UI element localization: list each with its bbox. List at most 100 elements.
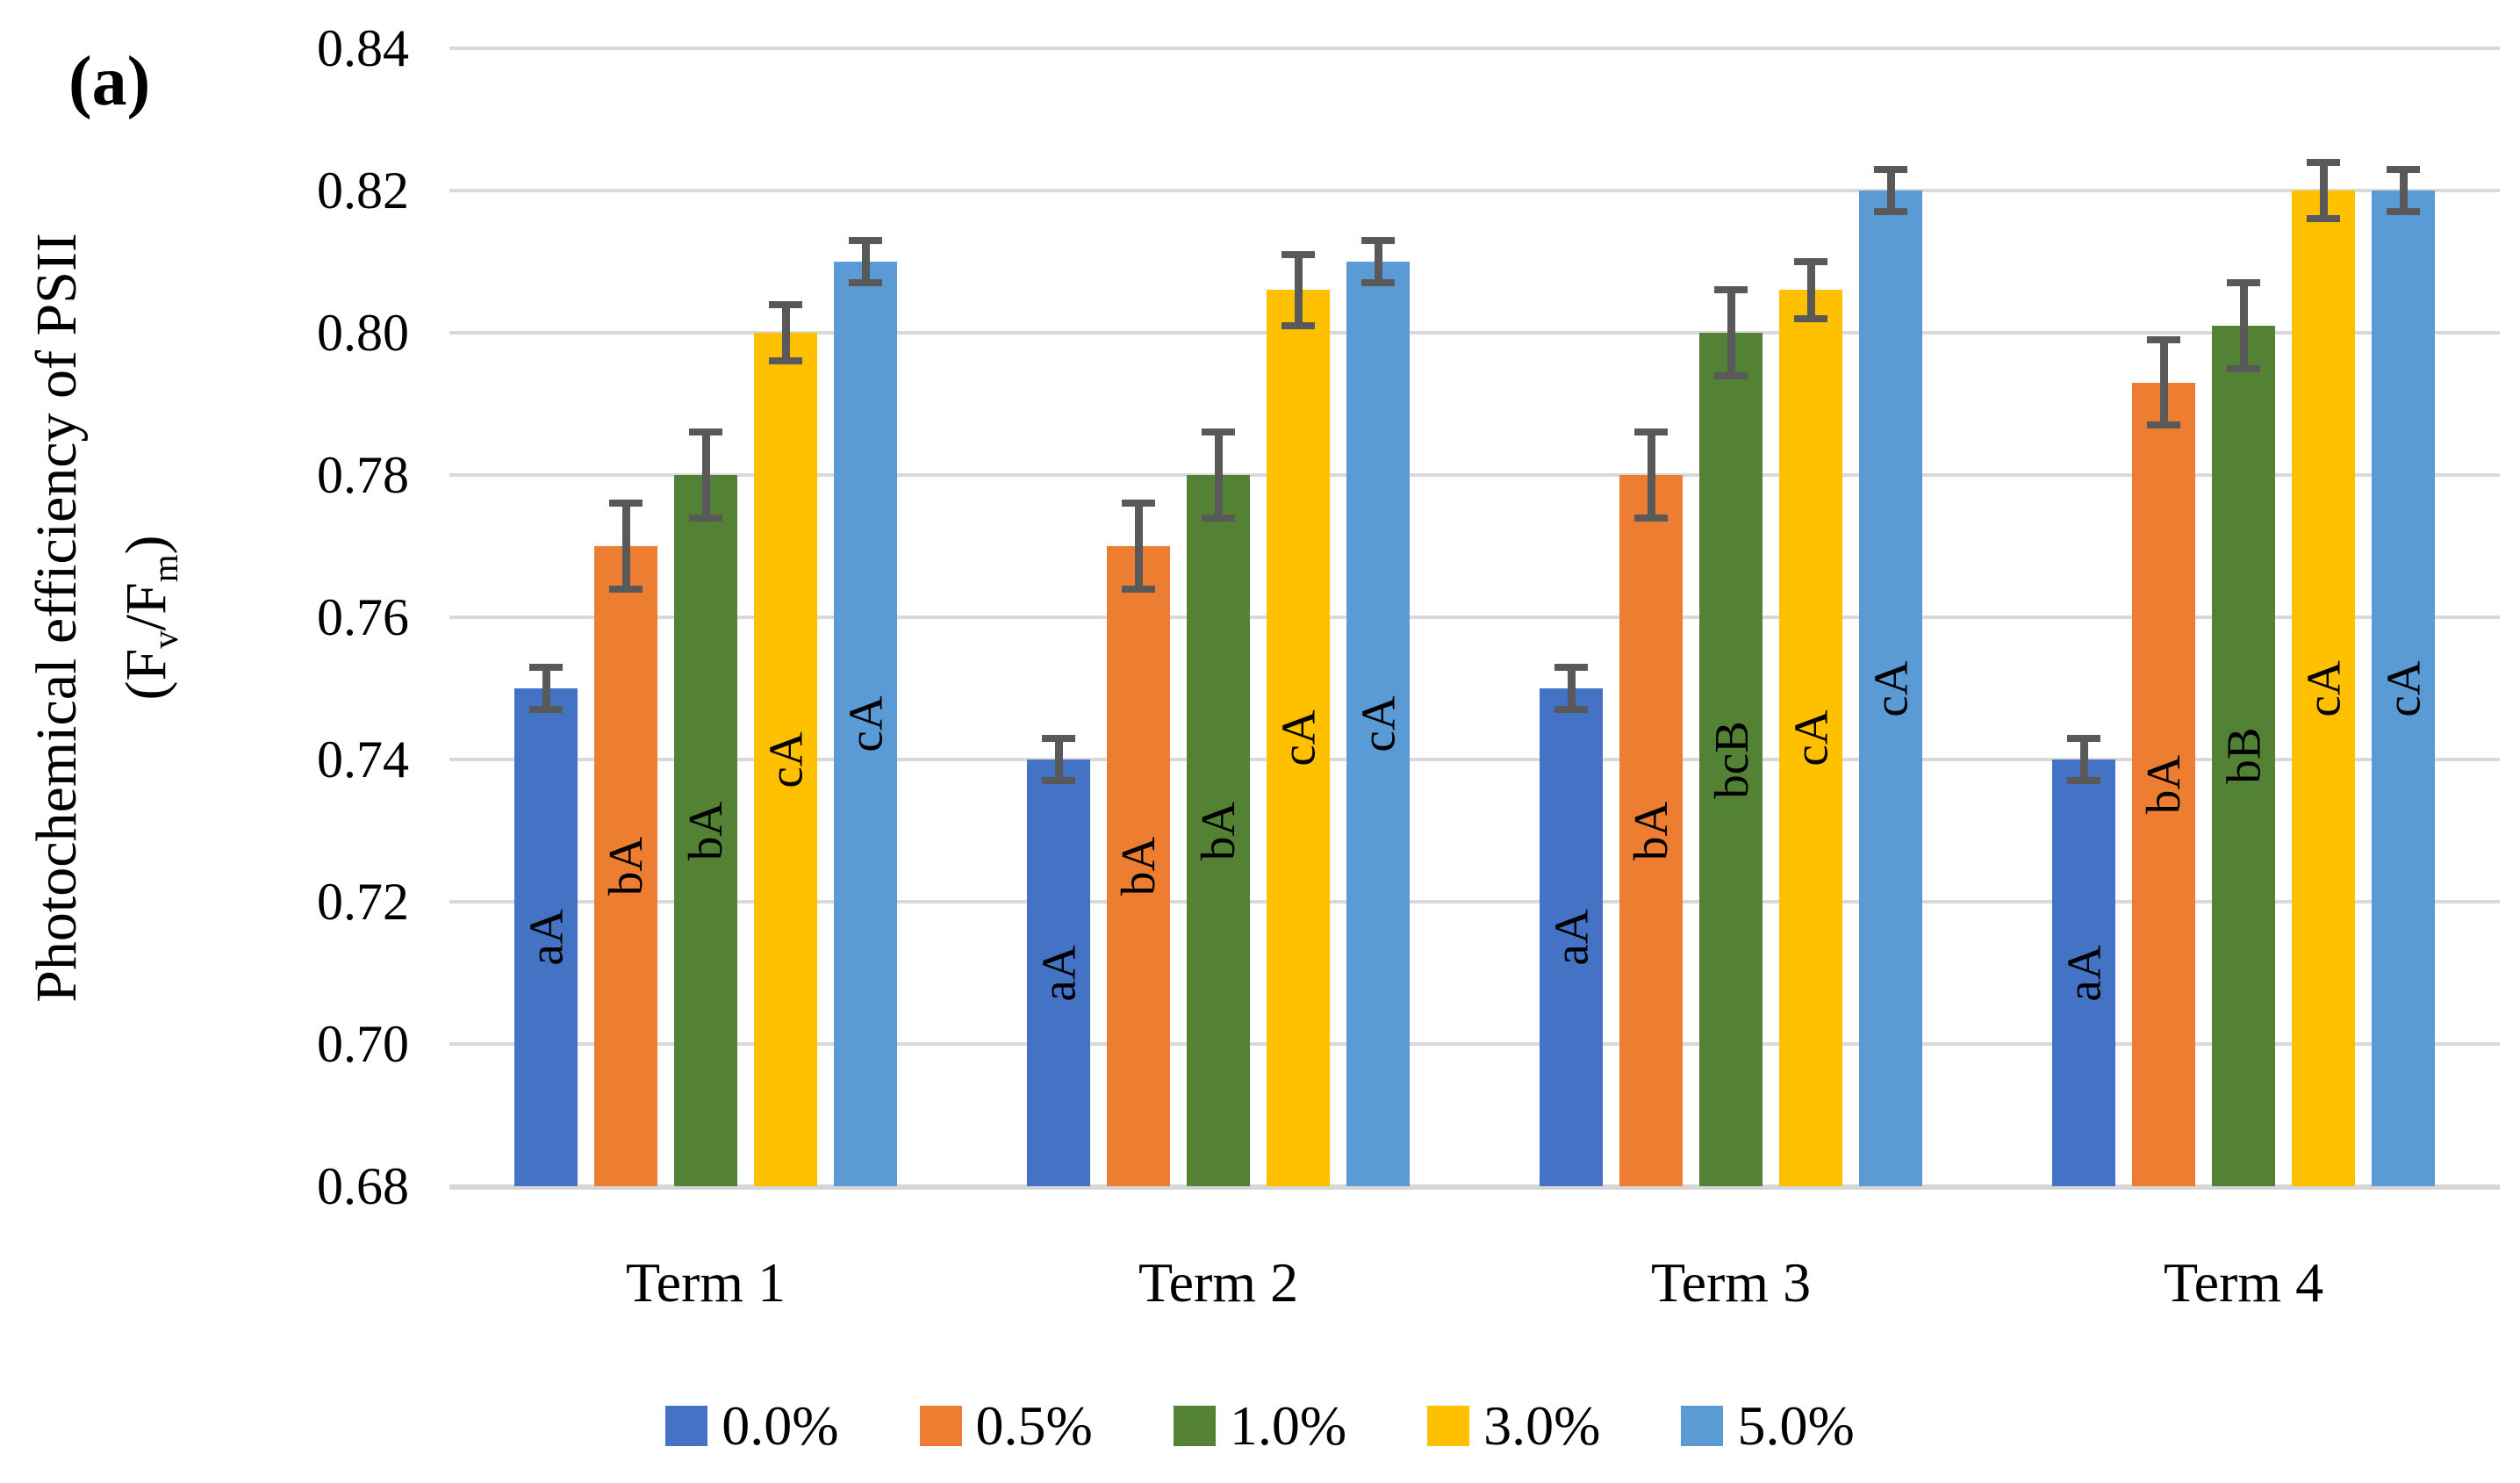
error-bar-cap-top xyxy=(1874,165,1907,173)
error-bar-cap-bottom xyxy=(1714,371,1748,379)
bar-5.0%-term-3 xyxy=(1859,191,1922,1186)
error-bar-line xyxy=(1214,432,1223,518)
error-bar-line xyxy=(1806,262,1815,319)
bar-letter-text: cA xyxy=(1271,709,1325,767)
bar-1.0%-term-3 xyxy=(1699,333,1763,1186)
gridline xyxy=(449,758,2500,761)
bar-5.0%-term-4 xyxy=(2372,191,2435,1186)
bar-1.0%-term-1 xyxy=(674,475,737,1186)
error-bar-cap-top xyxy=(529,663,563,671)
legend-item-3.0%: 3.0% xyxy=(1427,1398,1600,1454)
error-bar-cap-top xyxy=(1202,428,1235,436)
bar-letter-label: aA xyxy=(1027,945,1090,1001)
bar-letter-label: cA xyxy=(754,731,817,788)
error-bar-line xyxy=(2239,283,2248,369)
error-bar-line xyxy=(621,503,630,589)
error-bar-cap-top xyxy=(1042,734,1075,742)
y-tick-label: 0.76 xyxy=(317,588,409,646)
bar-letter-label: cA xyxy=(1267,709,1330,767)
legend-item-0.5%: 0.5% xyxy=(919,1394,1093,1457)
error-bar-cap-bottom xyxy=(2067,777,2100,785)
error-bar-cap-bottom xyxy=(1554,706,1588,714)
bar-3.0%-term-1 xyxy=(754,333,817,1186)
x-axis-label-term-2: Term 2 xyxy=(1138,1251,1299,1314)
legend-swatch-0.0% xyxy=(665,1406,708,1446)
y-tick-label: 0.84 xyxy=(317,19,409,77)
bar-5.0%-term-2 xyxy=(1346,262,1410,1186)
y-tick-label: 0.74 xyxy=(317,731,409,788)
gridline xyxy=(449,47,2500,50)
bar-letter-label: aA xyxy=(1540,909,1603,966)
error-bar-cap-top xyxy=(2067,734,2100,742)
bar-letter-text: cA xyxy=(1784,709,1838,767)
bar-letter-label: bA xyxy=(1619,801,1683,860)
error-bar-cap-top xyxy=(1794,258,1827,265)
bar-letter-text: bA xyxy=(599,836,653,896)
gridline xyxy=(449,189,2500,192)
bar-letter-label: bA xyxy=(594,836,657,896)
y-tick-label: 0.78 xyxy=(317,446,409,504)
legend-label-5.0%: 5.0% xyxy=(1737,1394,1855,1457)
error-bar-line xyxy=(2319,162,2328,220)
bar-3.0%-term-2 xyxy=(1267,290,1330,1186)
error-bar-line xyxy=(2159,340,2168,426)
error-bar-cap-top xyxy=(2387,165,2420,173)
x-axis-label-term-1: Term 1 xyxy=(625,1251,786,1314)
bar-0.0%-term-3 xyxy=(1540,688,1603,1186)
error-bar-cap-bottom xyxy=(2227,364,2260,372)
bar-letter-text: aA xyxy=(1544,909,1598,966)
y-axis-title-wrap: Photochemical efficiency of PSII (Fv/Fm) xyxy=(0,48,206,1186)
error-bar-line xyxy=(1294,254,1303,326)
error-bar-cap-top xyxy=(2227,279,2260,287)
y-tick-label: 0.70 xyxy=(317,1015,409,1073)
bar-0.0%-term-4 xyxy=(2052,759,2115,1186)
bar-letter-text: aA xyxy=(519,909,573,966)
bar-0.5%-term-4 xyxy=(2132,382,2195,1186)
bar-1.0%-term-4 xyxy=(2212,325,2275,1186)
bar-letter-label: cA xyxy=(1779,709,1842,767)
error-bar-line xyxy=(1727,290,1735,376)
legend-label-0.5%: 0.5% xyxy=(975,1394,1093,1457)
bar-letter-text: cA xyxy=(2376,659,2430,717)
bar-0.5%-term-3 xyxy=(1619,475,1683,1186)
gridline xyxy=(449,900,2500,903)
error-bar-cap-bottom xyxy=(2387,208,2420,216)
error-bar-cap-bottom xyxy=(1282,321,1315,329)
bar-letter-label: bA xyxy=(1107,836,1170,896)
gridline xyxy=(449,1184,2500,1190)
error-bar-cap-bottom xyxy=(1874,208,1907,216)
error-bar-cap-bottom xyxy=(689,514,722,522)
error-bar-cap-top xyxy=(1282,250,1315,258)
bar-0.0%-term-2 xyxy=(1027,759,1090,1186)
error-bar-cap-top xyxy=(689,428,722,436)
y-tick-label: 0.82 xyxy=(317,162,409,220)
error-bar-line xyxy=(1374,240,1382,284)
bar-letter-label: bcB xyxy=(1699,721,1763,799)
legend: 0.0% 0.5% 1.0% 3.0% 5.0% xyxy=(0,1398,2520,1454)
error-bar-line xyxy=(1647,432,1655,518)
error-bar-line xyxy=(1054,738,1063,781)
legend-label-0.0%: 0.0% xyxy=(722,1394,839,1457)
y-tick-label: 0.80 xyxy=(317,304,409,362)
bar-letter-text: cA xyxy=(2296,659,2351,717)
bar-letter-label: cA xyxy=(2292,659,2355,717)
bar-letter-label: aA xyxy=(514,909,578,966)
bar-letter-label: bA xyxy=(2132,755,2195,814)
y-tick-label: 0.72 xyxy=(317,873,409,931)
error-bar-cap-top xyxy=(2307,158,2340,166)
error-bar-line xyxy=(701,432,710,518)
error-bar-cap-bottom xyxy=(1202,514,1235,522)
bar-letter-text: bA xyxy=(1111,836,1166,896)
error-bar-cap-top xyxy=(1634,428,1668,436)
y-tick-label: 0.68 xyxy=(317,1157,409,1215)
bar-0.5%-term-2 xyxy=(1107,546,1170,1186)
error-bar-line xyxy=(2399,169,2408,212)
gridline xyxy=(449,331,2500,335)
error-bar-cap-bottom xyxy=(1361,279,1395,287)
bar-letter-text: bA xyxy=(2136,754,2191,814)
bar-letter-text: bcB xyxy=(1704,720,1758,799)
error-bar-line xyxy=(542,666,550,710)
gridline xyxy=(449,473,2500,477)
x-axis-label-term-4: Term 4 xyxy=(2163,1251,2324,1314)
